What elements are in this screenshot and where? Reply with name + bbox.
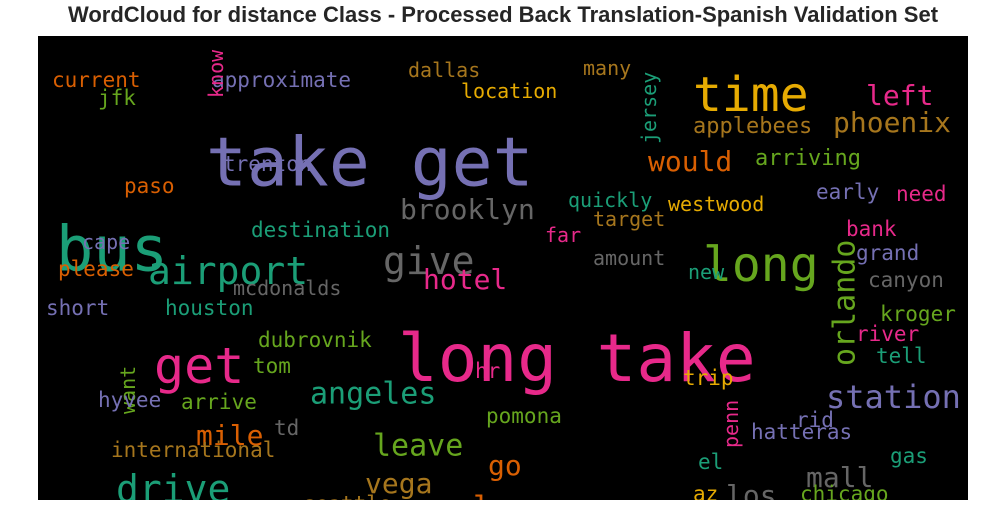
word-get: get — [154, 337, 244, 395]
word-rid: rid — [796, 408, 834, 432]
word-quickly: quickly — [568, 188, 652, 212]
word-hr: hr — [475, 359, 500, 383]
word-angeles: angeles — [310, 377, 436, 412]
word-brooklyn: brooklyn — [400, 193, 535, 226]
word-mile: mile — [196, 419, 263, 452]
word-river: river — [856, 322, 919, 346]
wordcloud-svg: take get long take time bus get long airport gi… — [46, 49, 961, 500]
word-international: international — [111, 438, 275, 462]
word-hotel: hotel — [423, 263, 507, 296]
word-dubrovnik: dubrovnik — [258, 328, 372, 352]
word-new: new — [688, 260, 725, 284]
word-long-take: long take — [398, 320, 756, 397]
word-need: need — [896, 182, 947, 206]
word-please: please — [58, 257, 134, 281]
word-hatteras: hatteras — [751, 420, 852, 444]
word-dallas: dallas — [408, 58, 480, 82]
word-pomona: pomona — [486, 404, 562, 428]
word-la: la — [473, 491, 509, 500]
word-station: station — [826, 378, 961, 416]
word-far: far — [545, 223, 581, 247]
wordcloud-canvas: take get long take time bus get long airport gi… — [38, 36, 968, 500]
word-airport: airport — [148, 249, 308, 293]
word-mall: mall — [806, 461, 873, 494]
word-hyvee: hyvee — [98, 388, 161, 412]
word-want: want — [116, 366, 140, 414]
word-take-get: take get — [206, 124, 534, 203]
word-orlando: orlando — [828, 240, 863, 366]
word-arriving: arriving — [755, 146, 861, 171]
word-los: los — [726, 479, 777, 500]
word-seattle: seattle — [303, 492, 392, 500]
word-trip: trip — [683, 366, 734, 390]
word-jfk: jfk — [98, 86, 136, 110]
word-time: time — [693, 67, 809, 123]
word-drive: drive — [116, 467, 230, 500]
word-paso: paso — [124, 174, 175, 198]
word-early: early — [816, 180, 879, 204]
word-el: el — [698, 450, 723, 474]
word-amount: amount — [593, 246, 665, 270]
word-approximate: approximate — [212, 68, 351, 92]
word-go: go — [488, 449, 522, 482]
word-grand: grand — [856, 241, 919, 265]
word-bus: bus — [56, 212, 168, 285]
word-left: left — [866, 79, 933, 112]
word-vega: vega — [365, 467, 432, 500]
word-td: td — [274, 416, 299, 440]
word-would: would — [648, 145, 732, 178]
word-canyon: canyon — [868, 268, 944, 292]
word-current: current — [52, 68, 141, 92]
word-kroger: kroger — [880, 302, 956, 326]
word-phoenix: phoenix — [833, 106, 951, 139]
word-many: many — [583, 56, 631, 80]
word-leave: leave — [373, 429, 463, 464]
word-chicago: chicago — [800, 482, 889, 500]
word-penn: penn — [719, 400, 743, 448]
word-give: give — [383, 239, 475, 283]
word-cape: cape — [82, 230, 130, 254]
word-bank: bank — [846, 217, 897, 241]
word-westwood: westwood — [668, 192, 764, 216]
word-target: target — [593, 207, 665, 231]
word-jersey: jersey — [637, 72, 661, 144]
word-applebees: applebees — [693, 114, 812, 139]
word-short: short — [46, 296, 109, 320]
word-tom: tom — [253, 354, 291, 378]
word-trenton: trenton — [223, 152, 312, 176]
word-long: long — [703, 237, 819, 293]
chart-title: WordCloud for distance Class - Processed… — [67, 2, 939, 27]
word-mcdonalds: mcdonalds — [233, 276, 341, 300]
word-arrive: arrive — [181, 390, 257, 414]
word-tell: tell — [876, 344, 927, 368]
word-gas: gas — [890, 444, 928, 468]
word-know: know — [204, 49, 228, 98]
word-destination: destination — [251, 218, 390, 242]
word-houston: houston — [165, 296, 254, 320]
word-az: az — [693, 482, 718, 500]
word-location: location — [461, 79, 557, 103]
